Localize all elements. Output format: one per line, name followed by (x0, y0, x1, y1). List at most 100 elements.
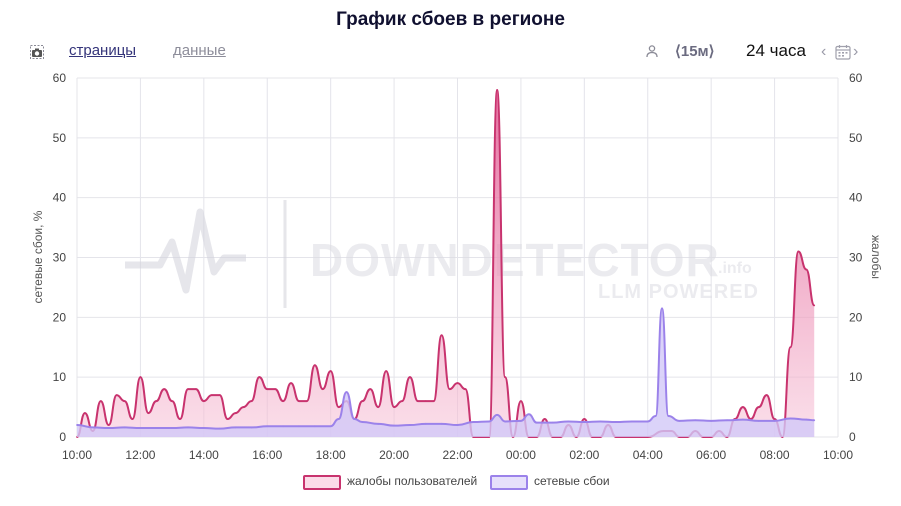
complaints-point (797, 250, 800, 253)
outages-point (615, 421, 617, 423)
complaints-point (202, 400, 205, 402)
complaints-point (393, 406, 395, 408)
outages-point (202, 427, 205, 429)
outages-point (726, 419, 728, 422)
outages-point (789, 417, 792, 420)
outages-point (488, 420, 491, 423)
x-tick-label: 12:00 (125, 448, 155, 462)
outages-point (107, 427, 110, 429)
outages-point (76, 424, 78, 426)
complaints-point (179, 418, 181, 420)
x-tick-label: 00:00 (506, 448, 536, 462)
camera-icon[interactable] (30, 45, 44, 59)
complaints-point (187, 388, 189, 391)
outages-point (496, 413, 499, 416)
complaints-point (131, 418, 134, 420)
complaints-point (377, 406, 380, 408)
outages-point (773, 419, 776, 422)
complaints-point (226, 418, 229, 420)
outages-point (353, 418, 356, 420)
y-tick-label-right: 50 (849, 131, 863, 145)
calendar-icon[interactable] (835, 44, 851, 60)
outages-point (123, 426, 126, 429)
complaints-point (773, 418, 776, 420)
y-tick-label-left: 0 (59, 430, 66, 444)
chart-title: График сбоев в регионе (336, 9, 565, 30)
complaints-point (337, 406, 340, 408)
legend-swatch-complaints (303, 475, 341, 490)
chart-toolbar: страницы данные ⟨15м⟩ 24 часа ‹ › (0, 40, 901, 64)
complaints-point (741, 406, 744, 408)
outages-point (678, 419, 681, 422)
complaints-point (385, 370, 388, 373)
outages-point (155, 427, 158, 429)
outages-point (599, 420, 602, 423)
outages-point (661, 307, 663, 310)
complaints-point (218, 394, 221, 397)
user-icon[interactable] (645, 44, 659, 58)
axes-layer: 0 0 10 10 20 20 30 30 40 40 50 50 60 60 10:00 12:00 14:0… (53, 71, 863, 462)
range-selector[interactable]: 24 часа (746, 41, 806, 60)
complaints-point (504, 376, 506, 379)
watermark-suffix: .info (718, 260, 752, 277)
chevron-right-icon[interactable]: › (853, 43, 859, 60)
series-layer (76, 88, 816, 438)
x-tick-label: 06:00 (696, 448, 726, 462)
outages-point (694, 419, 697, 422)
outages-point (630, 420, 633, 423)
complaints-point (107, 424, 110, 426)
complaints-point (409, 376, 411, 379)
outages-point (741, 418, 744, 421)
complaints-point (496, 89, 499, 91)
outages-point (472, 421, 475, 423)
complaints-point (195, 388, 197, 391)
outages-point (583, 421, 586, 423)
legend-swatch-outages (490, 475, 528, 490)
watermark: DOWNDETECTOR .info LLM POWERED (125, 200, 759, 308)
watermark-tagline: LLM POWERED (598, 281, 759, 303)
outages-point (393, 424, 395, 427)
legend-label-outages: сетевые сбои (534, 474, 610, 488)
complaints-point (305, 400, 308, 402)
outages-point (187, 426, 189, 429)
tab-data[interactable]: данные (173, 42, 226, 59)
outages-point (667, 415, 670, 417)
complaints-point (416, 400, 419, 402)
outages-point (298, 425, 300, 428)
tab-pages[interactable]: страницы (69, 42, 137, 59)
complaints-point (789, 346, 792, 349)
complaints-point (765, 394, 768, 397)
outages-point (218, 427, 221, 430)
complaints-point (464, 388, 467, 391)
complaints-point (456, 382, 459, 385)
watermark-brand: DOWNDETECTOR (310, 234, 720, 286)
y-tick-label-right: 30 (849, 251, 863, 265)
complaints-point (440, 334, 443, 337)
y-tick-label-left: 40 (53, 191, 67, 205)
complaints-point (448, 388, 451, 391)
y-tick-label-left: 10 (53, 370, 67, 384)
outages-point (91, 426, 94, 429)
outages-area (77, 308, 815, 437)
outages-point (527, 413, 530, 416)
interval-selector[interactable]: ⟨15м⟩ (675, 43, 715, 60)
complaints-point (361, 400, 364, 402)
watermark-pulse-icon (125, 208, 246, 294)
complaints-point (401, 400, 403, 402)
outages-point (250, 426, 253, 429)
chevron-left-icon[interactable]: ‹ (821, 43, 827, 60)
y-tick-label-right: 0 (849, 430, 856, 444)
complaints-point (250, 400, 253, 402)
complaints-point (543, 418, 546, 420)
x-tick-label: 20:00 (379, 448, 409, 462)
outages-point (440, 422, 443, 425)
complaints-point (210, 394, 213, 397)
complaints-point (171, 400, 174, 402)
outages-point (313, 425, 316, 428)
x-tick-label: 22:00 (442, 448, 472, 462)
outages-point (139, 427, 142, 429)
y-tick-label-right: 40 (849, 191, 863, 205)
complaints-point (115, 394, 118, 397)
outages-point (504, 420, 506, 423)
chart-legend: жалобы пользователей сетевые сбои (0, 474, 901, 490)
